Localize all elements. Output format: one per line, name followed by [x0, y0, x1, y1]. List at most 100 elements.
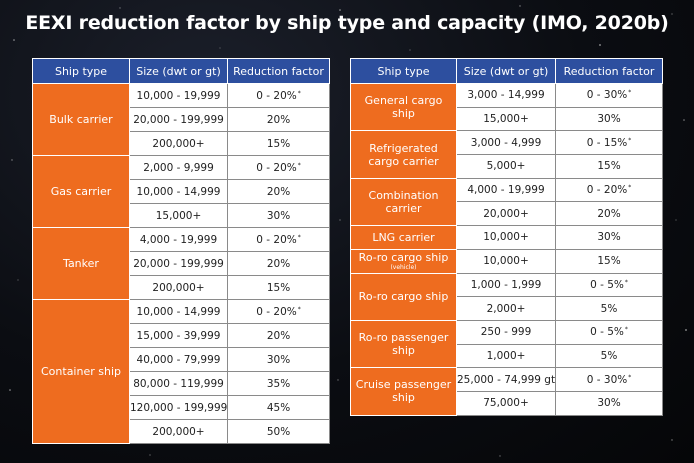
- ship-type-cell: LNG carrier: [350, 225, 457, 250]
- table-row: Ro-ro passenger ship 250 - 999 0 - 5%*: [350, 319, 663, 369]
- reduction-factor-value: 35%: [266, 377, 291, 390]
- reduction-factor-cell: 20%: [227, 323, 330, 348]
- page-title: EEXI reduction factor by ship type and c…: [25, 12, 669, 34]
- reduction-factor-cell: 35%: [227, 371, 330, 396]
- size-cell: 120,000 - 199,999: [129, 395, 228, 420]
- size-cell: 40,000 - 79,999: [129, 347, 228, 372]
- ship-type-cell: Ro-ro cargo ship: [350, 272, 457, 321]
- table-row: 200,000+ 15%: [33, 131, 330, 156]
- table-row: Gas carrier 2,000 - 9,999 0 - 20%*: [32, 155, 330, 228]
- table-row: 5,000+ 15%: [351, 154, 663, 179]
- table-row: 200,000+ 15%: [33, 275, 330, 300]
- table-row: Container ship 10,000 - 14,999 0 - 20%*: [32, 299, 330, 444]
- ship-type-cell: Cruise passenger ship: [350, 367, 457, 416]
- ship-type-label: Combination carrier: [368, 188, 439, 215]
- table-row: General cargo ship 3,000 - 14,999 0 - 30%*: [350, 82, 663, 132]
- header-reduction-factor: Reduction factor: [555, 58, 663, 84]
- footnote-marker: *: [297, 161, 301, 169]
- reduction-factor-value: 45%: [266, 401, 291, 414]
- header-ship-type: Ship type: [350, 58, 457, 84]
- reduction-factor-value: 30%: [266, 209, 291, 222]
- reduction-factor-cell: 0 - 5%*: [555, 272, 663, 298]
- footnote-marker: *: [628, 184, 632, 192]
- reduction-factor-cell: 0 - 20%*: [227, 83, 330, 108]
- reduction-factor-value: 0 - 15%: [586, 136, 628, 149]
- ship-type-cell: Gas carrier: [32, 155, 130, 228]
- reduction-factor-cell: 0 - 20%*: [227, 299, 330, 324]
- ship-type-cell: General cargo ship: [350, 82, 457, 132]
- reduction-factor-value: 15%: [597, 160, 621, 173]
- ship-type-sublabel: (vehicle): [390, 264, 417, 272]
- reduction-factor-value: 20%: [266, 257, 291, 270]
- ship-type-cell: Combination carrier: [350, 177, 457, 227]
- footnote-marker: *: [297, 89, 301, 97]
- ship-type-cell: Refrigerated cargo carrier: [350, 130, 457, 179]
- table-row: 15,000+ 30%: [351, 106, 663, 132]
- table-row: LNG carrier 10,000+ 30%: [350, 225, 663, 250]
- header-size: Size (dwt or gt): [456, 58, 556, 84]
- table-row: Ro-ro cargo ship (vehicle) 10,000+ 15%: [350, 248, 663, 274]
- header-row: Ship type Size (dwt or gt) Reduction fac…: [32, 58, 330, 84]
- table-row: 20,000 - 199,999 20%: [33, 107, 330, 132]
- reduction-factor-value: 30%: [597, 113, 621, 126]
- size-cell: 3,000 - 14,999: [456, 83, 556, 108]
- table-row: 200,000+ 50%: [33, 419, 330, 444]
- reduction-factor-value: 5%: [600, 302, 618, 315]
- reduction-factor-cell: 30%: [227, 347, 330, 372]
- reduction-factor-cell: 0 - 15%*: [555, 130, 663, 156]
- table-row: 15,000 - 39,999 20%: [33, 323, 330, 348]
- table-row: Bulk carrier 10,000 - 19,999 0 - 20%*: [32, 83, 330, 156]
- table-row: Ro-ro cargo ship 1,000 - 1,999 0 - 5%*: [350, 272, 663, 321]
- ship-type-label: General cargo ship: [364, 94, 443, 121]
- footnote-marker: *: [628, 373, 632, 381]
- reduction-factor-cell: 0 - 20%*: [227, 155, 330, 180]
- table-row: Tanker 4,000 - 19,999 0 - 20%*: [32, 227, 330, 300]
- footnote-marker: *: [297, 305, 301, 313]
- size-cell: 20,000 - 199,999: [129, 251, 228, 276]
- size-cell: 20,000 - 199,999: [129, 107, 228, 132]
- reduction-factor-cell: 0 - 5%*: [555, 319, 663, 345]
- reduction-factor-cell: 20%: [227, 251, 330, 276]
- reduction-factor-value: 30%: [266, 353, 291, 366]
- reduction-factor-value: 30%: [597, 397, 621, 410]
- reduction-factor-value: 0 - 20%: [586, 184, 628, 197]
- reduction-factor-value: 20%: [266, 329, 291, 342]
- table-row: 80,000 - 119,999 35%: [33, 371, 330, 396]
- size-cell: 2,000+: [456, 296, 556, 321]
- size-cell: 4,000 - 19,999: [129, 227, 228, 252]
- ship-type-label: Ro-ro cargo ship: [358, 290, 449, 304]
- footnote-marker: *: [628, 89, 632, 97]
- reduction-factor-value: 20%: [266, 185, 291, 198]
- reduction-factor-cell: 15%: [555, 154, 663, 179]
- reduction-factor-cell: 20%: [227, 179, 330, 204]
- ship-type-cell: Ro-ro passenger ship: [350, 319, 457, 369]
- size-cell: 80,000 - 119,999: [129, 371, 228, 396]
- ship-type-label: Ro-ro passenger ship: [358, 331, 449, 358]
- reduction-factor-cell: 20%: [227, 107, 330, 132]
- reduction-factor-value: 15%: [266, 137, 291, 150]
- size-cell: 10,000+: [456, 248, 556, 274]
- reduction-factor-value: 30%: [597, 231, 621, 244]
- size-cell: 200,000+: [129, 131, 228, 156]
- size-cell: 2,000 - 9,999: [129, 155, 228, 180]
- size-cell: 250 - 999: [456, 319, 556, 345]
- size-cell: 10,000+: [456, 225, 556, 250]
- reduction-factor-cell: 0 - 30%*: [555, 367, 663, 392]
- footnote-marker: *: [628, 136, 632, 144]
- reduction-factor-cell: 15%: [227, 131, 330, 156]
- reduction-factor-cell: 30%: [555, 106, 663, 132]
- table-row: 2,000+ 5%: [351, 296, 663, 321]
- reduction-factor-cell: 45%: [227, 395, 330, 420]
- reduction-factor-value: 0 - 20%: [256, 305, 297, 318]
- table-row: Cruise passenger ship 25,000 - 74,999 gt 0…: [350, 367, 663, 416]
- reduction-factor-value: 50%: [266, 425, 291, 438]
- reduction-factor-value: 0 - 20%: [256, 161, 297, 174]
- size-cell: 75,000+: [456, 390, 556, 416]
- size-cell: 3,000 - 4,999: [456, 130, 556, 156]
- table-row: 10,000 - 14,999 20%: [33, 179, 330, 204]
- reduction-factor-cell: 5%: [555, 343, 663, 369]
- size-cell: 15,000+: [456, 106, 556, 132]
- table-row: Combination carrier 4,000 - 19,999 0 - 20%…: [350, 177, 663, 227]
- reduction-factor-cell: 15%: [555, 248, 663, 274]
- table-row: Refrigerated cargo carrier 3,000 - 4,999 0…: [350, 130, 663, 179]
